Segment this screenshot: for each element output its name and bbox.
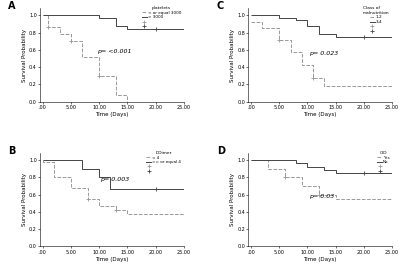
Legend: < 4, >= or equal 4, , : < 4, >= or equal 4, , bbox=[146, 150, 182, 174]
Text: C: C bbox=[217, 1, 224, 11]
Text: p= 0.003: p= 0.003 bbox=[100, 177, 130, 182]
X-axis label: Time (Days): Time (Days) bbox=[95, 257, 128, 262]
Text: p= <0.001: p= <0.001 bbox=[98, 49, 132, 54]
Y-axis label: Survival Probability: Survival Probability bbox=[22, 173, 27, 226]
Text: p= 0.03: p= 0.03 bbox=[309, 194, 334, 199]
X-axis label: Time (Days): Time (Days) bbox=[95, 112, 128, 117]
Text: D: D bbox=[217, 146, 225, 156]
Y-axis label: Survival Probability: Survival Probability bbox=[230, 29, 235, 81]
Text: B: B bbox=[8, 146, 16, 156]
X-axis label: Time (Days): Time (Days) bbox=[304, 257, 337, 262]
Legend: < or equal 3000, > 3000, , : < or equal 3000, > 3000, , bbox=[142, 6, 182, 29]
Y-axis label: Survival Probability: Survival Probability bbox=[230, 173, 235, 226]
X-axis label: Time (Days): Time (Days) bbox=[304, 112, 337, 117]
Text: p= 0.023: p= 0.023 bbox=[309, 51, 338, 56]
Text: A: A bbox=[8, 1, 16, 11]
Legend: 1-2, 3-4, , : 1-2, 3-4, , bbox=[362, 6, 390, 34]
Y-axis label: Survival Probability: Survival Probability bbox=[22, 29, 27, 81]
Legend: Yes, No, , : Yes, No, , bbox=[377, 150, 390, 174]
